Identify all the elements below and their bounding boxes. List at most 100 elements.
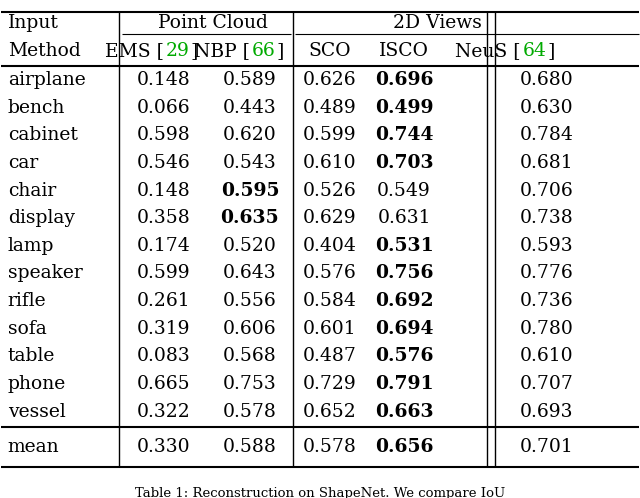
Text: 0.663: 0.663 <box>375 402 433 421</box>
Text: Table 1: Reconstruction on ShapeNet. We compare IoU: Table 1: Reconstruction on ShapeNet. We … <box>135 487 505 498</box>
Text: 0.656: 0.656 <box>375 438 433 456</box>
Text: 0.174: 0.174 <box>137 237 191 255</box>
Text: 0.526: 0.526 <box>303 182 356 200</box>
Text: cabinet: cabinet <box>8 126 77 144</box>
Text: 0.652: 0.652 <box>303 402 356 421</box>
Text: display: display <box>8 209 75 227</box>
Text: SCO: SCO <box>308 42 351 60</box>
Text: phone: phone <box>8 375 66 393</box>
Text: 0.549: 0.549 <box>377 182 431 200</box>
Text: lamp: lamp <box>8 237 54 255</box>
Text: 0.083: 0.083 <box>137 347 191 366</box>
Text: 0.736: 0.736 <box>520 292 573 310</box>
Text: 0.520: 0.520 <box>223 237 277 255</box>
Text: 0.703: 0.703 <box>375 154 433 172</box>
Text: airplane: airplane <box>8 71 86 89</box>
Text: 0.680: 0.680 <box>519 71 573 89</box>
Text: 0.499: 0.499 <box>375 99 433 117</box>
Text: 0.443: 0.443 <box>223 99 276 117</box>
Text: ISCO: ISCO <box>379 42 429 60</box>
Text: 0.753: 0.753 <box>223 375 276 393</box>
Text: 0.589: 0.589 <box>223 71 276 89</box>
Text: 0.531: 0.531 <box>375 237 433 255</box>
Text: 0.358: 0.358 <box>137 209 191 227</box>
Text: vessel: vessel <box>8 402 65 421</box>
Text: 0.610: 0.610 <box>520 347 573 366</box>
Text: ]: ] <box>276 42 284 60</box>
Text: ]: ] <box>547 42 555 60</box>
Text: 0.635: 0.635 <box>221 209 279 227</box>
Text: 0.487: 0.487 <box>303 347 356 366</box>
Text: 0.784: 0.784 <box>519 126 573 144</box>
Text: mean: mean <box>8 438 60 456</box>
Text: 0.556: 0.556 <box>223 292 276 310</box>
Text: 0.694: 0.694 <box>375 320 433 338</box>
Text: rifle: rifle <box>8 292 46 310</box>
Text: 0.701: 0.701 <box>519 438 573 456</box>
Text: EMS [: EMS [ <box>105 42 164 60</box>
Text: 0.707: 0.707 <box>519 375 573 393</box>
Text: 0.593: 0.593 <box>520 237 573 255</box>
Text: 0.643: 0.643 <box>223 264 276 282</box>
Text: 0.148: 0.148 <box>137 182 191 200</box>
Text: 0.601: 0.601 <box>303 320 356 338</box>
Text: 0.543: 0.543 <box>223 154 276 172</box>
Text: Method: Method <box>8 42 81 60</box>
Text: 0.588: 0.588 <box>223 438 277 456</box>
Text: 0.610: 0.610 <box>303 154 356 172</box>
Text: sofa: sofa <box>8 320 47 338</box>
Text: 0.599: 0.599 <box>137 264 191 282</box>
Text: bench: bench <box>8 99 65 117</box>
Text: 0.630: 0.630 <box>520 99 573 117</box>
Text: Input: Input <box>8 14 59 32</box>
Text: 0.629: 0.629 <box>303 209 356 227</box>
Text: 0.681: 0.681 <box>520 154 573 172</box>
Text: 0.738: 0.738 <box>519 209 573 227</box>
Text: 0.620: 0.620 <box>223 126 276 144</box>
Text: NBP [: NBP [ <box>194 42 250 60</box>
Text: 0.584: 0.584 <box>303 292 356 310</box>
Text: 0.261: 0.261 <box>137 292 191 310</box>
Text: 0.578: 0.578 <box>223 402 277 421</box>
Text: 0.665: 0.665 <box>137 375 191 393</box>
Text: 0.568: 0.568 <box>223 347 276 366</box>
Text: car: car <box>8 154 38 172</box>
Text: 0.489: 0.489 <box>303 99 356 117</box>
Text: 0.631: 0.631 <box>378 209 431 227</box>
Text: 0.595: 0.595 <box>221 182 279 200</box>
Text: 0.148: 0.148 <box>137 71 191 89</box>
Text: Point Cloud: Point Cloud <box>158 14 268 32</box>
Text: 0.696: 0.696 <box>375 71 433 89</box>
Text: 0.330: 0.330 <box>137 438 191 456</box>
Text: 0.693: 0.693 <box>520 402 573 421</box>
Text: ]: ] <box>191 42 198 60</box>
Text: chair: chair <box>8 182 56 200</box>
Text: 0.756: 0.756 <box>375 264 433 282</box>
Text: 0.066: 0.066 <box>137 99 191 117</box>
Text: 0.599: 0.599 <box>303 126 356 144</box>
Text: 0.706: 0.706 <box>519 182 573 200</box>
Text: 0.692: 0.692 <box>375 292 433 310</box>
Text: 29: 29 <box>166 42 189 60</box>
Text: 64: 64 <box>523 42 547 60</box>
Text: 0.576: 0.576 <box>375 347 433 366</box>
Text: table: table <box>8 347 55 366</box>
Text: 0.322: 0.322 <box>137 402 191 421</box>
Text: 0.598: 0.598 <box>137 126 191 144</box>
Text: 66: 66 <box>252 42 276 60</box>
Text: 0.776: 0.776 <box>519 264 573 282</box>
Text: speaker: speaker <box>8 264 83 282</box>
Text: 0.744: 0.744 <box>375 126 433 144</box>
Text: 0.404: 0.404 <box>303 237 356 255</box>
Text: 0.576: 0.576 <box>303 264 356 282</box>
Text: 0.780: 0.780 <box>519 320 573 338</box>
Text: NeuS [: NeuS [ <box>455 42 521 60</box>
Text: 0.578: 0.578 <box>303 438 356 456</box>
Text: 0.319: 0.319 <box>137 320 191 338</box>
Text: 0.546: 0.546 <box>137 154 191 172</box>
Text: 0.626: 0.626 <box>303 71 356 89</box>
Text: 0.606: 0.606 <box>223 320 276 338</box>
Text: 2D Views: 2D Views <box>394 14 483 32</box>
Text: 0.729: 0.729 <box>303 375 356 393</box>
Text: 0.791: 0.791 <box>375 375 433 393</box>
